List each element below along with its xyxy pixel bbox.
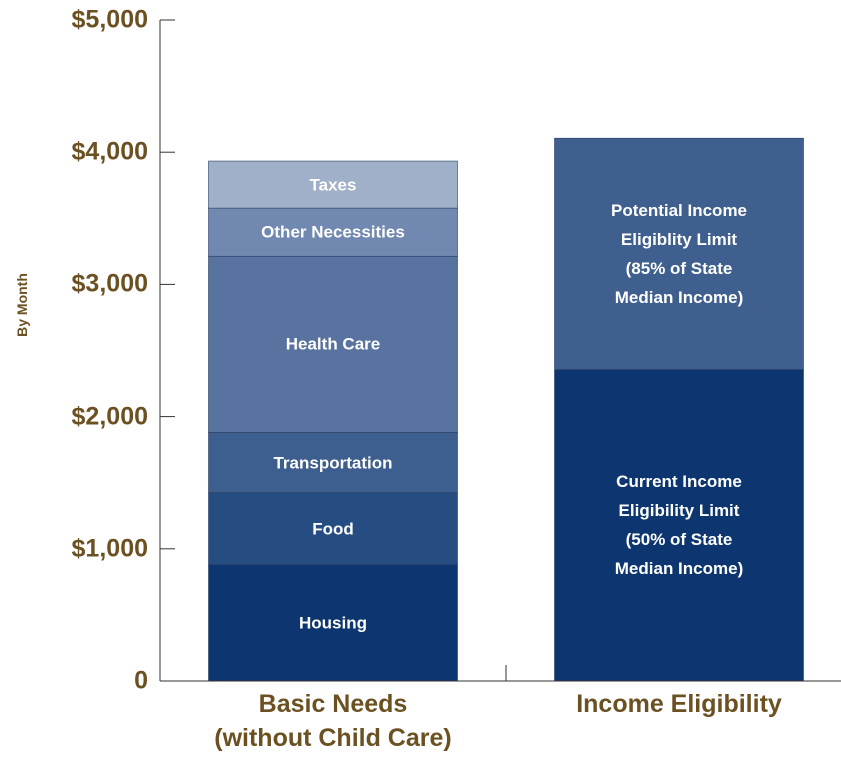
segment-label: Potential Income Eligiblity Limit (85% o… [610,200,748,307]
y-tick-label: $4,000 [71,137,148,166]
bar-segment [208,255,458,433]
segment-label: Housing [299,613,367,633]
bar-segment [554,137,804,370]
x-tick-label: Basic Needs (without Child Care) [214,690,452,752]
x-tick-label: Income Eligibility [576,690,782,718]
y-tick-label: 0 [134,666,148,695]
bar-segment [208,492,458,565]
bar-segment [208,432,458,493]
segment-label: Taxes [309,175,357,195]
y-tick-label: $1,000 [71,534,148,563]
y-tick-label: $3,000 [71,269,148,298]
bar-segment [208,160,458,209]
y-tick-label: $2,000 [71,402,148,431]
segment-label: Health Care [285,334,381,354]
segment-label: Food [312,519,354,539]
bar-segment [554,369,804,682]
segment-label: Other Necessities [261,222,405,242]
bar-segment [208,207,458,257]
y-tick-label: $5,000 [71,5,148,34]
segment-label: Current Income Eligibility Limit (50% of… [614,472,744,579]
segment-label: Transportation [273,453,393,473]
